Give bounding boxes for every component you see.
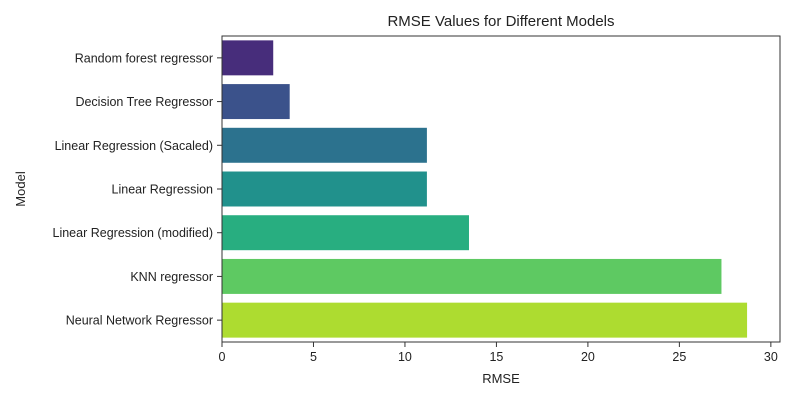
x-tick-label: 15 (489, 350, 503, 364)
y-tick-label: Neural Network Regressor (66, 314, 213, 328)
y-tick-label: KNN regressor (130, 270, 213, 284)
bar-2 (222, 84, 290, 120)
y-tick-label: Linear Regression (Sacaled) (55, 139, 213, 153)
x-tick-label: 20 (581, 350, 595, 364)
plot-frame (221, 35, 781, 343)
x-tick-label: 5 (310, 350, 317, 364)
bar-5 (222, 215, 469, 251)
bar-6 (222, 258, 722, 294)
y-tick-label: Random forest regressor (75, 51, 213, 65)
x-tick-label: 25 (672, 350, 686, 364)
x-axis-label: RMSE (482, 371, 520, 386)
y-tick-label: Linear Regression (modified) (53, 226, 214, 240)
bars-layer (222, 40, 748, 338)
bar-7 (222, 302, 748, 338)
axes-layer: Random forest regressor Decision Tree Reg… (53, 35, 781, 364)
x-tick-label: 30 (764, 350, 778, 364)
bar-1 (222, 40, 274, 76)
y-tick-label: Linear Regression (112, 183, 213, 197)
y-tick-label: Decision Tree Regressor (75, 95, 213, 109)
y-axis-label: Model (13, 171, 28, 207)
chart-title: RMSE Values for Different Models (387, 13, 614, 30)
x-tick-label: 0 (219, 350, 226, 364)
bar-3 (222, 127, 427, 163)
x-tick-label: 10 (398, 350, 412, 364)
bar-4 (222, 171, 427, 207)
